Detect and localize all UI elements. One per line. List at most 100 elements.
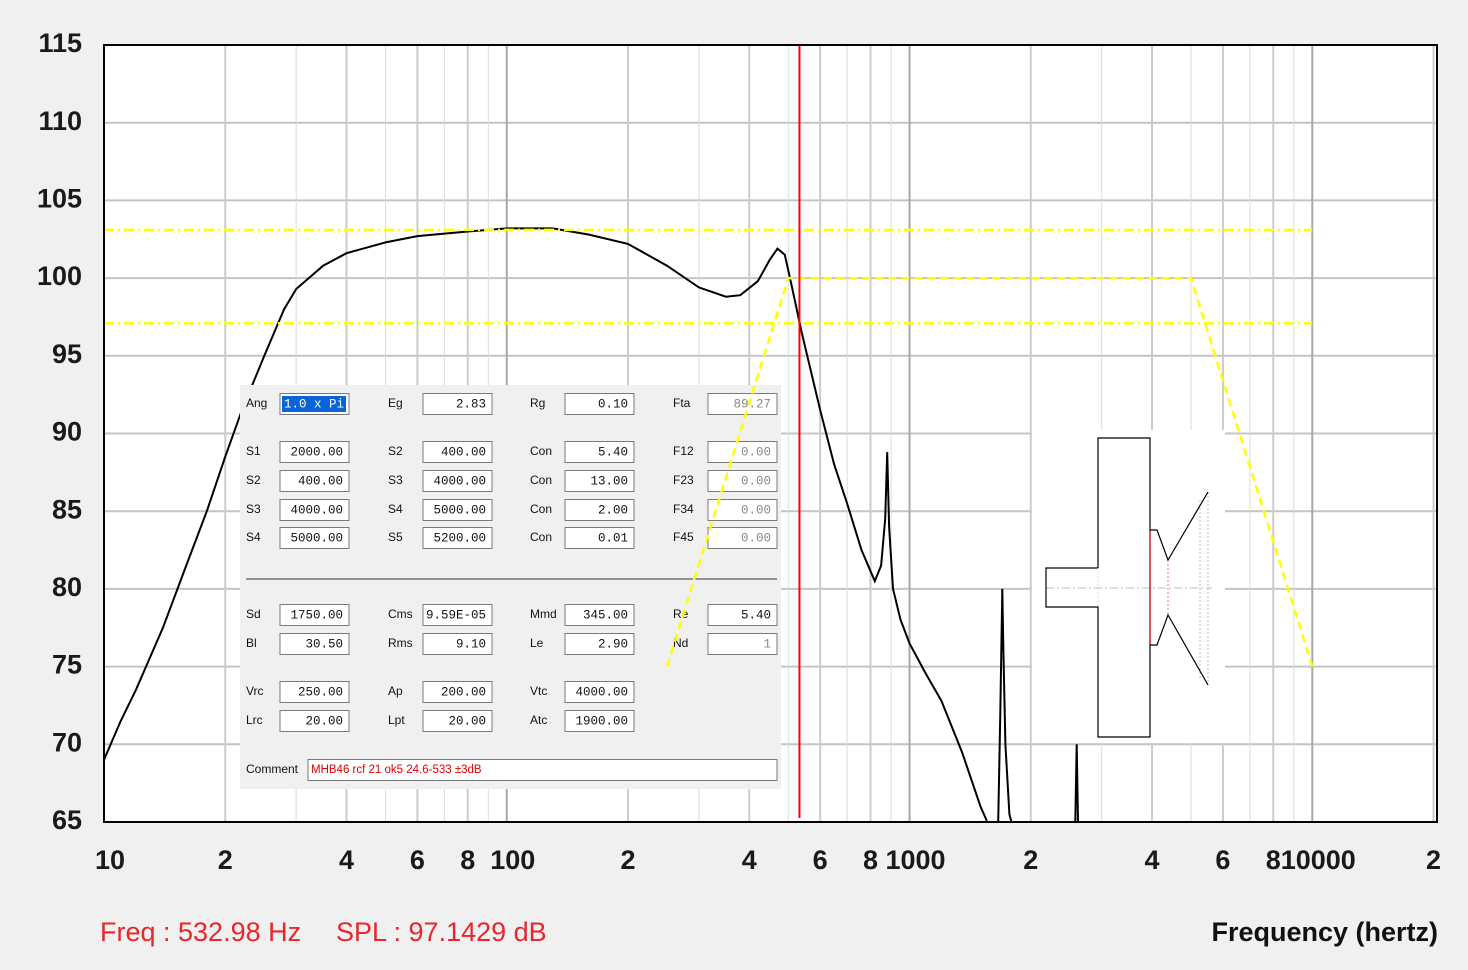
x-tick-label: 4 — [339, 845, 354, 875]
field-input — [564, 681, 635, 703]
field-value: 0.00 — [741, 531, 771, 545]
field-value: 345.00 — [583, 608, 628, 622]
x-tick-label: 6 — [1215, 845, 1230, 875]
field-label: Bl — [246, 636, 257, 650]
field-value: 2.83 — [456, 397, 486, 411]
x-tick-label: 8 — [460, 845, 475, 875]
field-input — [279, 441, 350, 463]
y-tick-label: 65 — [52, 805, 82, 835]
field-value: 0.00 — [741, 503, 771, 517]
y-tick-label: 80 — [52, 572, 82, 602]
field-input — [564, 441, 635, 463]
y-tick-label: 105 — [37, 184, 82, 214]
field-label: S1 — [246, 444, 261, 458]
field-value: 4000.00 — [433, 474, 486, 488]
field-value: 1900.00 — [575, 714, 628, 728]
field-value: 1.0 x Pi — [284, 397, 344, 411]
horn-lower — [1150, 613, 1209, 686]
field-label: Vtc — [530, 684, 547, 698]
field-input — [564, 499, 635, 521]
field-input — [564, 470, 635, 492]
field-label: F23 — [673, 473, 694, 487]
field-input — [422, 604, 493, 626]
field-value: 13.00 — [590, 474, 628, 488]
x-tick-label: 10 — [95, 845, 125, 875]
field-label: S3 — [246, 502, 261, 516]
field-input — [422, 633, 493, 655]
field-input — [422, 441, 493, 463]
y-tick-label: 95 — [52, 339, 82, 369]
y-tick-label: 85 — [52, 494, 82, 524]
field-value: 5200.00 — [433, 531, 486, 545]
field-value: 20.00 — [448, 714, 486, 728]
field-input — [707, 441, 778, 463]
field-label: F34 — [673, 502, 694, 516]
field-label: Con — [530, 444, 552, 458]
field-label: Vrc — [246, 684, 264, 698]
series-line — [103, 227, 989, 823]
parameter-panel: Ang 1.0 x Pi Eg 2.83 Rg 0.10 Fta 89.27 S1 2000.00… — [240, 385, 781, 789]
field-label: S3 — [388, 473, 403, 487]
field-value: 0.00 — [741, 445, 771, 459]
field-input — [422, 681, 493, 703]
field-label: Lpt — [388, 713, 405, 727]
x-tick-label: 4 — [1145, 845, 1160, 875]
field-label: Con — [530, 473, 552, 487]
field-label: S2 — [246, 473, 261, 487]
x-tick-label: 2 — [620, 845, 635, 875]
cursor-frequency: Freq : 532.98 Hz — [100, 917, 301, 947]
field-label: Re — [673, 607, 689, 621]
x-tick-label: 10000 — [1281, 845, 1356, 875]
field-input — [279, 604, 350, 626]
field-value: 5000.00 — [433, 503, 486, 517]
field-label: F45 — [673, 530, 694, 544]
field-value: 250.00 — [298, 685, 343, 699]
field-label: Rg — [530, 396, 545, 410]
y-tick-label: 70 — [52, 727, 82, 757]
enclosure — [1045, 437, 1151, 738]
field-input — [707, 633, 778, 655]
field-input — [422, 470, 493, 492]
x-tick-label: 100 — [490, 845, 535, 875]
x-tick-label: 4 — [742, 845, 757, 875]
field-input — [279, 527, 350, 549]
field-input — [564, 710, 635, 732]
comment-value: MHB46 rcf 21 ok5 24.6-533 ±3dB — [311, 764, 482, 776]
field-value: 400.00 — [441, 445, 486, 459]
field-input — [564, 633, 635, 655]
field-value: 5000.00 — [290, 531, 343, 545]
field-input — [707, 604, 778, 626]
field-value: 400.00 — [298, 474, 343, 488]
field-input — [564, 527, 635, 549]
diagram-background — [1032, 430, 1225, 743]
series-line — [997, 588, 1013, 823]
field-label: S4 — [246, 530, 261, 544]
field-input — [707, 393, 778, 415]
field-value: 5.40 — [741, 608, 771, 622]
field-value: 0.01 — [598, 531, 628, 545]
field-label: Mmd — [530, 607, 557, 621]
field-value: 4000.00 — [290, 503, 343, 517]
field-label: S2 — [388, 444, 403, 458]
field-input — [279, 681, 350, 703]
x-tick-label: 2 — [218, 845, 233, 875]
field-input — [564, 393, 635, 415]
field-value: 4000.00 — [575, 685, 628, 699]
field-value: 89.27 — [733, 397, 771, 411]
field-input — [422, 393, 493, 415]
field-value: 5.40 — [598, 445, 628, 459]
field-input — [422, 527, 493, 549]
y-tick-label: 115 — [38, 28, 82, 58]
field-input — [279, 633, 350, 655]
field-value: 2.90 — [598, 637, 628, 651]
field-value: 20.00 — [305, 714, 343, 728]
field-value: 0.10 — [598, 397, 628, 411]
field-label: F12 — [673, 444, 694, 458]
field-value: 1 — [763, 637, 771, 651]
field-label: Rms — [388, 636, 413, 650]
selection — [282, 396, 346, 412]
x-tick-label: 8 — [1266, 845, 1281, 875]
cursor-spl: SPL : 97.1429 dB — [336, 917, 547, 947]
field-label: Con — [530, 530, 552, 544]
